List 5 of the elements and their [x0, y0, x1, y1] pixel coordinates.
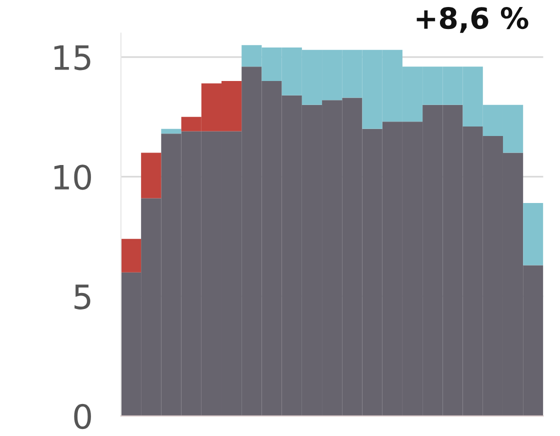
y-tick-label: 0 [74, 404, 91, 430]
y-tick-label: 10 [54, 164, 91, 190]
y-tick-label: 15 [54, 45, 90, 70]
y-tick-label: 5 [74, 284, 90, 310]
chart-title: +8,6 % [416, 7, 528, 33]
